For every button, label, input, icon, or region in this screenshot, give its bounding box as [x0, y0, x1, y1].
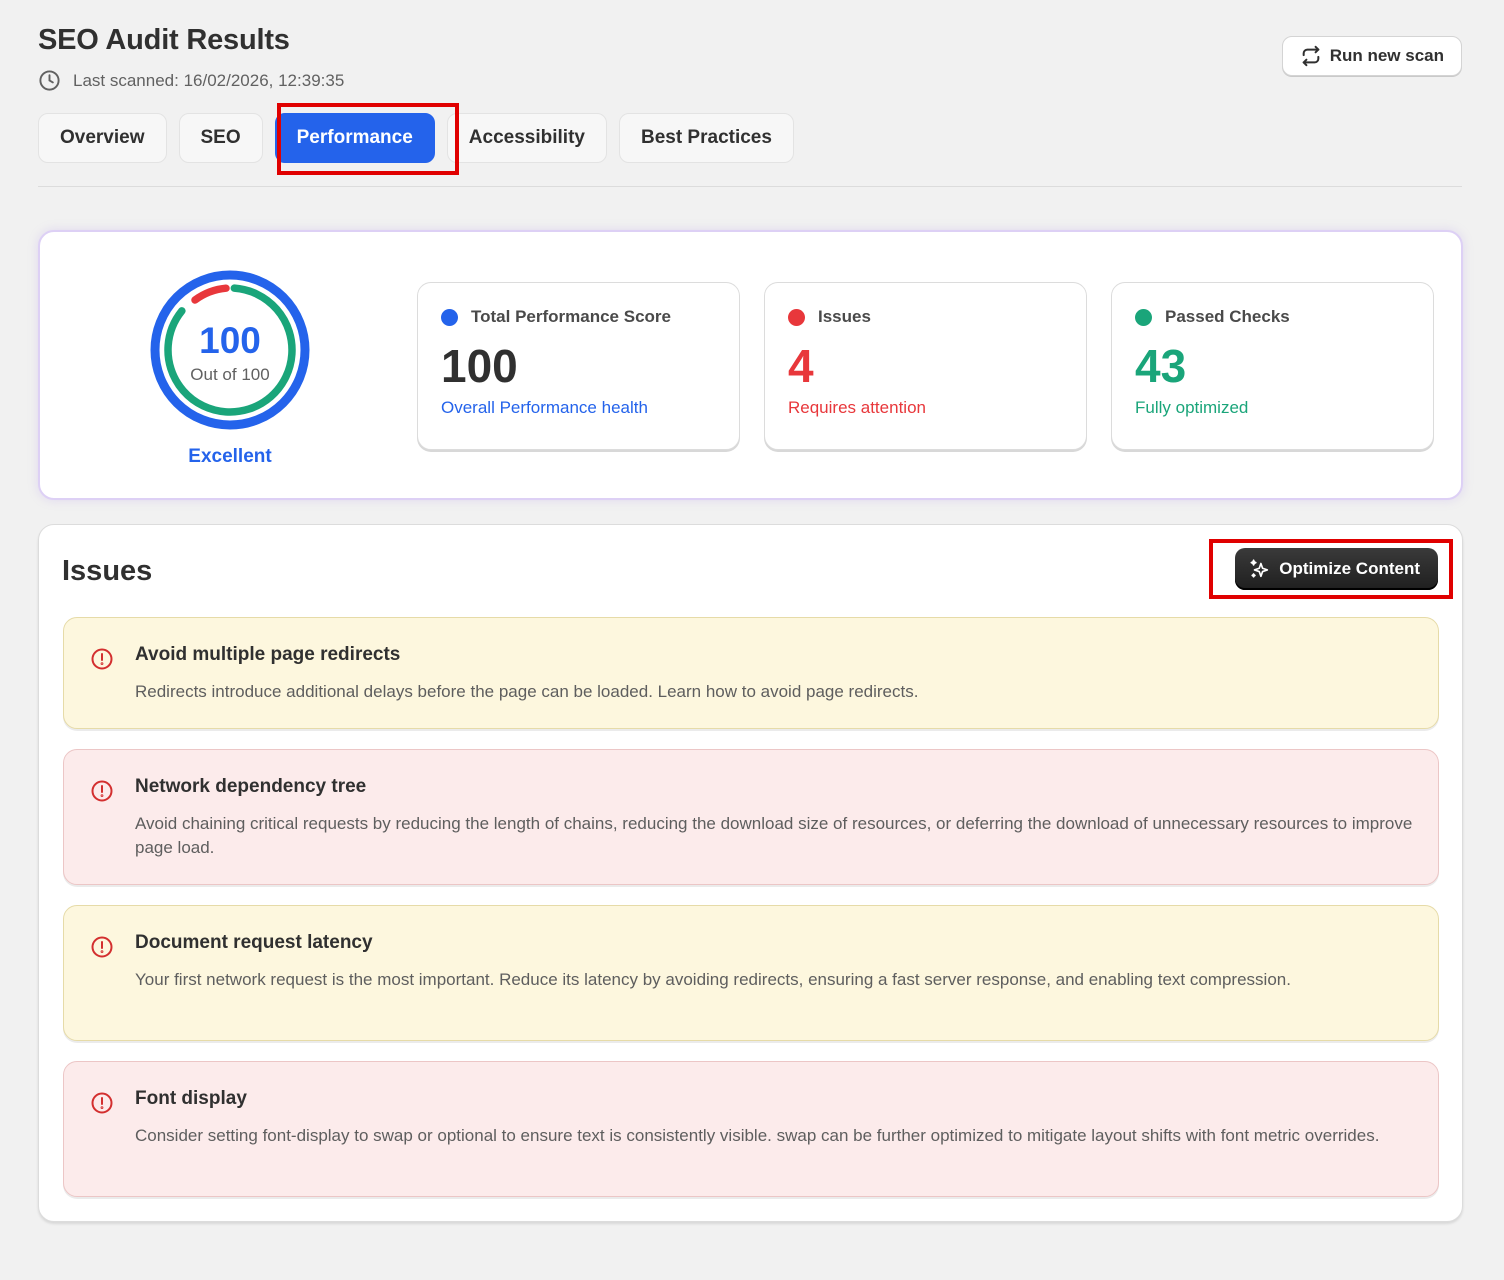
issues-card: Issues Optimize Content Avoid multiple p… [38, 524, 1463, 1222]
stat-label: Issues [818, 307, 871, 326]
score-summary-card: 100 Out of 100 Excellent Total Performan… [38, 230, 1463, 500]
score-gauge [150, 270, 310, 430]
clock-icon [39, 70, 60, 91]
tab-overview[interactable]: Overview [38, 113, 167, 163]
alert-circle-icon [91, 936, 113, 958]
alert-circle-icon [91, 1092, 113, 1114]
stat-value: 43 [1135, 340, 1187, 392]
alert-circle-icon [91, 648, 113, 670]
issue-title: Network dependency tree [135, 776, 367, 797]
issue-description: Consider setting font-display to swap or… [135, 1126, 1380, 1145]
gauge-rating: Excellent [188, 446, 272, 467]
tab-performance[interactable]: Performance [274, 113, 435, 163]
issue-item: Font display Consider setting font-displ… [63, 1061, 1439, 1197]
stat-label: Total Performance Score [471, 307, 671, 326]
issue-title: Font display [135, 1088, 247, 1109]
issue-description: Avoid chaining critical requests by redu… [135, 814, 1413, 857]
status-dot [441, 308, 458, 326]
tab-bar: Overview SEO Performance Accessibility B… [38, 113, 806, 163]
status-dot [788, 308, 805, 326]
issue-description: Your first network request is the most i… [135, 970, 1291, 989]
alert-circle-icon [91, 780, 113, 802]
last-scanned-text: Last scanned: 16/02/2026, 12:39:35 [73, 70, 345, 90]
last-scanned: Last scanned: 16/02/2026, 12:39:35 [38, 69, 344, 92]
stat-label: Passed Checks [1165, 307, 1290, 326]
optimize-content-label: Optimize Content [1279, 559, 1420, 578]
issue-item: Network dependency tree Avoid chaining c… [63, 749, 1439, 885]
sparkle-icon [1250, 559, 1269, 578]
issue-item: Avoid multiple page redirects Redirects … [63, 617, 1439, 729]
tab-seo[interactable]: SEO [178, 113, 263, 163]
tab-best-practices[interactable]: Best Practices [618, 113, 794, 163]
stat-desc: Fully optimized [1135, 397, 1249, 417]
refresh-icon [1302, 45, 1320, 67]
stat-card-passed-checks: Passed Checks 43 Fully optimized [1111, 282, 1434, 450]
stat-card-total-score: Total Performance Score 100 Overall Perf… [417, 282, 740, 450]
run-new-scan-label: Run new scan [1329, 46, 1444, 65]
issue-title: Avoid multiple page redirects [135, 644, 401, 665]
issues-title: Issues [62, 555, 153, 587]
tab-accessibility[interactable]: Accessibility [446, 113, 607, 163]
stat-value: 100 [441, 340, 518, 392]
optimize-content-button[interactable]: Optimize Content [1235, 548, 1438, 590]
stat-desc: Overall Performance health [441, 397, 648, 417]
issue-title: Document request latency [135, 932, 373, 953]
page-header: SEO Audit Results Last scanned: 16/02/20… [38, 24, 344, 92]
gauge-out-of: Out of 100 [190, 365, 270, 384]
run-new-scan-button[interactable]: Run new scan [1281, 36, 1462, 76]
stat-desc: Requires attention [788, 397, 926, 417]
page-title: SEO Audit Results [38, 24, 290, 56]
issue-description: Redirects introduce additional delays be… [135, 682, 919, 701]
header-divider [38, 186, 1462, 187]
issue-item: Document request latency Your first netw… [63, 905, 1439, 1041]
stat-card-issues: Issues 4 Requires attention [764, 282, 1087, 450]
stat-value: 4 [788, 340, 814, 392]
gauge-score: 100 [199, 320, 261, 361]
status-dot [1135, 308, 1152, 326]
